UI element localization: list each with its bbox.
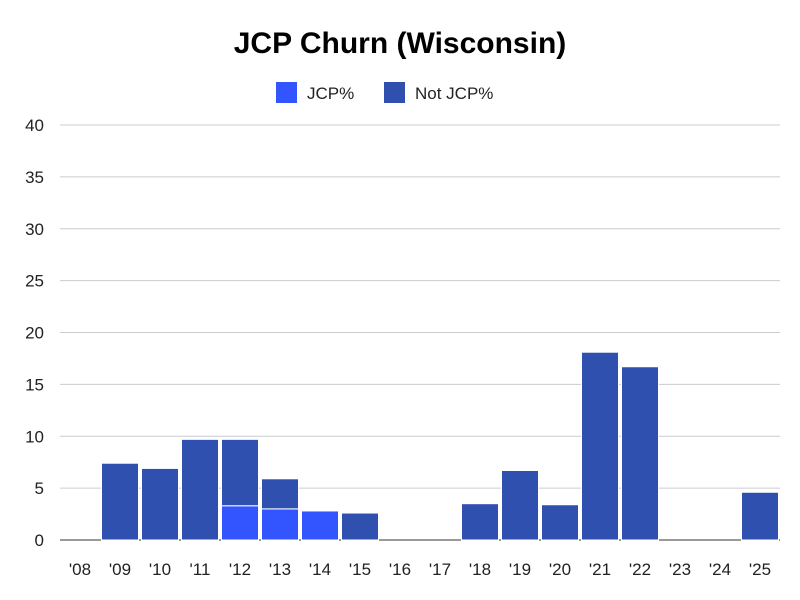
x-tick-label: '08 [69,560,91,579]
bar-not-jcp [141,467,179,541]
bar-not-jcp [501,469,539,541]
x-tick-label: '11 [190,560,211,579]
bar-not-jcp [581,351,619,541]
bar-not-jcp [541,504,579,541]
y-tick-label: 15 [25,375,44,394]
y-tick-label: 5 [35,479,44,498]
legend: JCP% Not JCP% [276,82,493,103]
x-tick-label: '09 [109,560,131,579]
bar-not-jcp [621,366,659,541]
y-tick-label: 20 [25,324,44,343]
y-tick-label: 25 [25,272,44,291]
x-tick-label: '20 [549,560,571,579]
x-tick-label: '12 [229,560,251,579]
x-tick-label: '14 [309,560,331,579]
bar-not-jcp [741,491,779,541]
x-tick-label: '13 [269,560,291,579]
x-tick-label: '22 [629,560,651,579]
bar-not-jcp [261,478,299,510]
x-tick-label: '25 [749,560,771,579]
x-tick-label: '10 [149,560,171,579]
bar-jcp [221,505,259,541]
x-tick-label: '17 [429,560,451,579]
x-tick-label: '23 [669,560,691,579]
x-tick-label: '19 [509,560,531,579]
bar-jcp [261,508,299,541]
y-tick-label: 10 [25,427,44,446]
x-tick-label: '16 [389,560,411,579]
y-tick-label: 35 [25,168,44,187]
chart-title: JCP Churn (Wisconsin) [234,27,567,60]
x-tick-label: '24 [709,560,731,579]
bar-not-jcp [221,438,259,507]
gridlines [60,124,780,541]
bar-not-jcp [101,462,139,541]
bar-not-jcp [341,512,379,541]
y-axis: 0 5 10 15 20 25 30 35 40 [25,116,44,550]
y-tick-label: 40 [25,116,44,135]
bar-jcp [301,510,339,541]
x-tick-label: '21 [589,560,611,579]
bar-not-jcp [181,438,219,541]
legend-label: Not JCP% [415,84,493,103]
bars [101,351,779,541]
y-tick-label: 0 [35,531,44,550]
x-axis: '08 '09 '10 '11 '12 '13 '14 '15 '16 '17 '18 '19 '20 '… [69,560,771,579]
x-tick-label: '15 [349,560,371,579]
legend-swatch [384,82,405,103]
bar-not-jcp [461,503,499,541]
y-tick-label: 30 [25,220,44,239]
x-tick-label: '18 [469,560,491,579]
legend-label: JCP% [307,84,354,103]
legend-swatch [276,82,297,103]
